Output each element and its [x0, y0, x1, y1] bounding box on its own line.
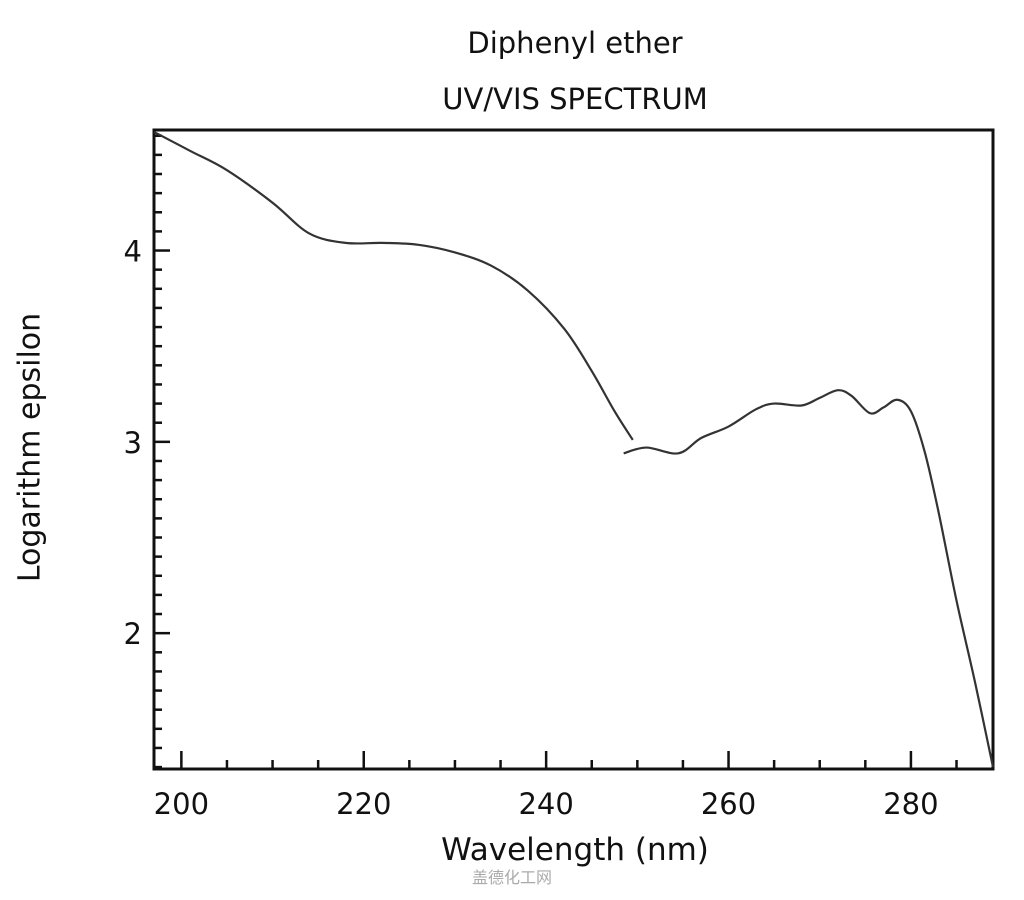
x-tick-label: 220	[336, 787, 391, 821]
y-tick-label: 3	[124, 426, 142, 460]
y-tick-label: 4	[124, 235, 142, 269]
spectrum-line-segment-1	[153, 130, 634, 441]
y-tick-label: 2	[124, 617, 142, 651]
chart-title: Diphenyl ether	[467, 26, 683, 60]
x-tick-label: 200	[154, 787, 209, 821]
x-tick-label: 280	[883, 787, 938, 821]
plot-frame	[152, 128, 995, 771]
watermark: 盖德化工网	[471, 868, 552, 887]
spectrum-line-segment-2	[623, 389, 995, 768]
x-axis-label: Wavelength (nm)	[441, 832, 709, 868]
x-tick-label: 240	[518, 787, 573, 821]
chart-subtitle: UV/VIS SPECTRUM	[442, 82, 708, 116]
x-tick-label: 260	[701, 787, 756, 821]
